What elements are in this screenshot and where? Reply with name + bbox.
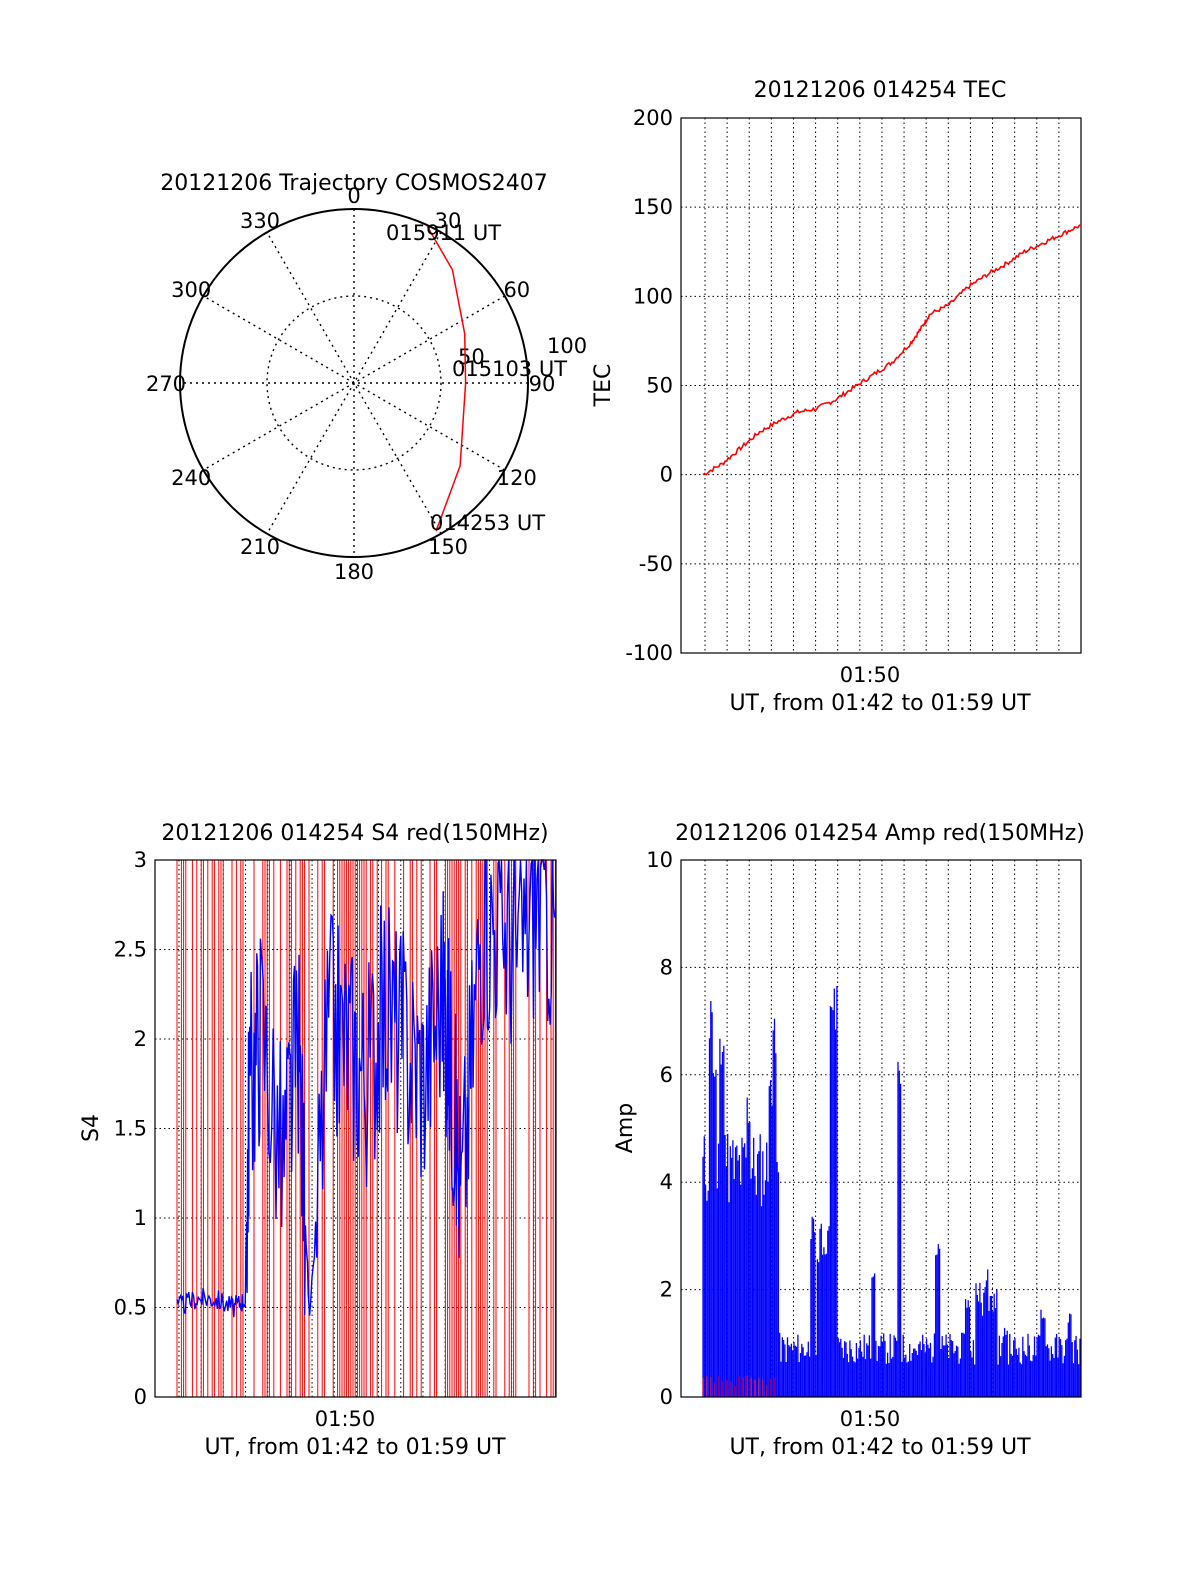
amp-x-tick-label: 01:50 (840, 1407, 901, 1431)
y-tick-label: -50 (639, 552, 673, 576)
azimuth-labels: 0 30 60 90 120 150 180 210 240 270 300 330 (146, 184, 555, 584)
s4-chart: 20121206 014254 S4 red(150MHz) 3 2.5 2 1.5 1… (79, 821, 557, 1460)
azimuth-gridlines (180, 209, 528, 557)
y-tick-label: 150 (633, 195, 673, 219)
tec-y-label: TEC (591, 364, 616, 408)
azimuth-label: 150 (428, 535, 468, 559)
azimuth-label: 30 (435, 209, 462, 233)
tec-y-tick-labels: 200 150 100 50 0 -50 -100 (625, 106, 673, 665)
azimuth-label: 300 (171, 278, 211, 302)
y-tick-label: 8 (660, 955, 673, 979)
y-tick-label: 1 (134, 1206, 147, 1230)
azimuth-label: 180 (334, 560, 374, 584)
y-tick-label: 100 (633, 284, 673, 308)
tec-x-label: UT, from 01:42 to 01:59 UT (729, 691, 1031, 716)
s4-blue-series (176, 859, 556, 1318)
y-tick-label: 2 (134, 1027, 147, 1051)
amp-title: 20121206 014254 Amp red(150MHz) (675, 821, 1085, 846)
radial-label-50: 50 (458, 345, 485, 369)
y-tick-label: 200 (633, 106, 673, 130)
tec-title: 20121206 014254 TEC (754, 78, 1007, 103)
amp-chart: 20121206 014254 Amp red(150MHz) 1086420 … (613, 821, 1085, 1460)
tec-series-line (702, 224, 1082, 476)
azimuth-label: 240 (171, 466, 211, 490)
tec-gridlines (681, 118, 1081, 653)
track-mid-label: 015103 UT (452, 357, 567, 381)
satellite-track (426, 225, 467, 532)
track-end-label: 015911 UT (386, 221, 501, 245)
azimuth-label: 330 (240, 209, 280, 233)
s4-plot-frame (154, 859, 557, 1398)
radial-label-100: 100 (547, 334, 587, 358)
s4-x-label: UT, from 01:42 to 01:59 UT (204, 1435, 506, 1460)
zenith-50-circle (266, 295, 442, 471)
amp-x-label: UT, from 01:42 to 01:59 UT (729, 1435, 1031, 1460)
azimuth-label: 90 (529, 372, 556, 396)
y-tick-label: 4 (660, 1170, 673, 1194)
y-tick-label: 0 (660, 1385, 673, 1409)
s4-title: 20121206 014254 S4 red(150MHz) (161, 821, 548, 846)
y-tick-label: 0 (660, 463, 673, 487)
amp-red-series (702, 1375, 776, 1397)
y-tick-label: 50 (646, 374, 673, 398)
s4-x-tick-label: 01:50 (315, 1407, 376, 1431)
amp-gridlines (681, 860, 1081, 1397)
y-tick-label: 0 (134, 1385, 147, 1409)
azimuth-label: 210 (240, 535, 280, 559)
tec-plot-frame (680, 117, 1082, 654)
azimuth-label: 270 (146, 372, 186, 396)
y-tick-label: 1.5 (114, 1117, 147, 1141)
y-tick-label: 0.5 (114, 1296, 147, 1320)
y-tick-label: 6 (660, 1063, 673, 1087)
amp-plot-frame (680, 859, 1082, 1398)
y-tick-label: 2.5 (114, 938, 147, 962)
track-start-label: 014253 UT (430, 511, 545, 535)
trajectory-polar-chart: 20121206 Trajectory COSMOS2407 0 30 60 90 12… (146, 171, 587, 584)
trajectory-title: 20121206 Trajectory COSMOS2407 (160, 171, 547, 196)
azimuth-label: 120 (497, 466, 537, 490)
amp-y-tick-labels: 10 8 6 4 2 0 (646, 848, 673, 1409)
s4-y-tick-labels: 3 2.5 2 1.5 1 0.5 0 (114, 848, 147, 1409)
y-tick-label: 2 (660, 1278, 673, 1302)
azimuth-label: 0 (347, 184, 360, 208)
azimuth-label: 60 (503, 278, 530, 302)
y-tick-label: 10 (646, 848, 673, 872)
tec-chart: 20121206 014254 TEC 200150100500-50-100 … (591, 78, 1082, 716)
s4-gridlines (155, 860, 556, 1397)
tec-x-tick-label: 01:50 (840, 663, 901, 687)
y-tick-label: 3 (134, 848, 147, 872)
amp-y-label: Amp (613, 1103, 638, 1153)
amp-blue-series (702, 986, 1081, 1397)
y-tick-label: -100 (625, 641, 673, 665)
azimuth-gridline (266, 231, 442, 535)
s4-y-label: S4 (79, 1114, 104, 1142)
